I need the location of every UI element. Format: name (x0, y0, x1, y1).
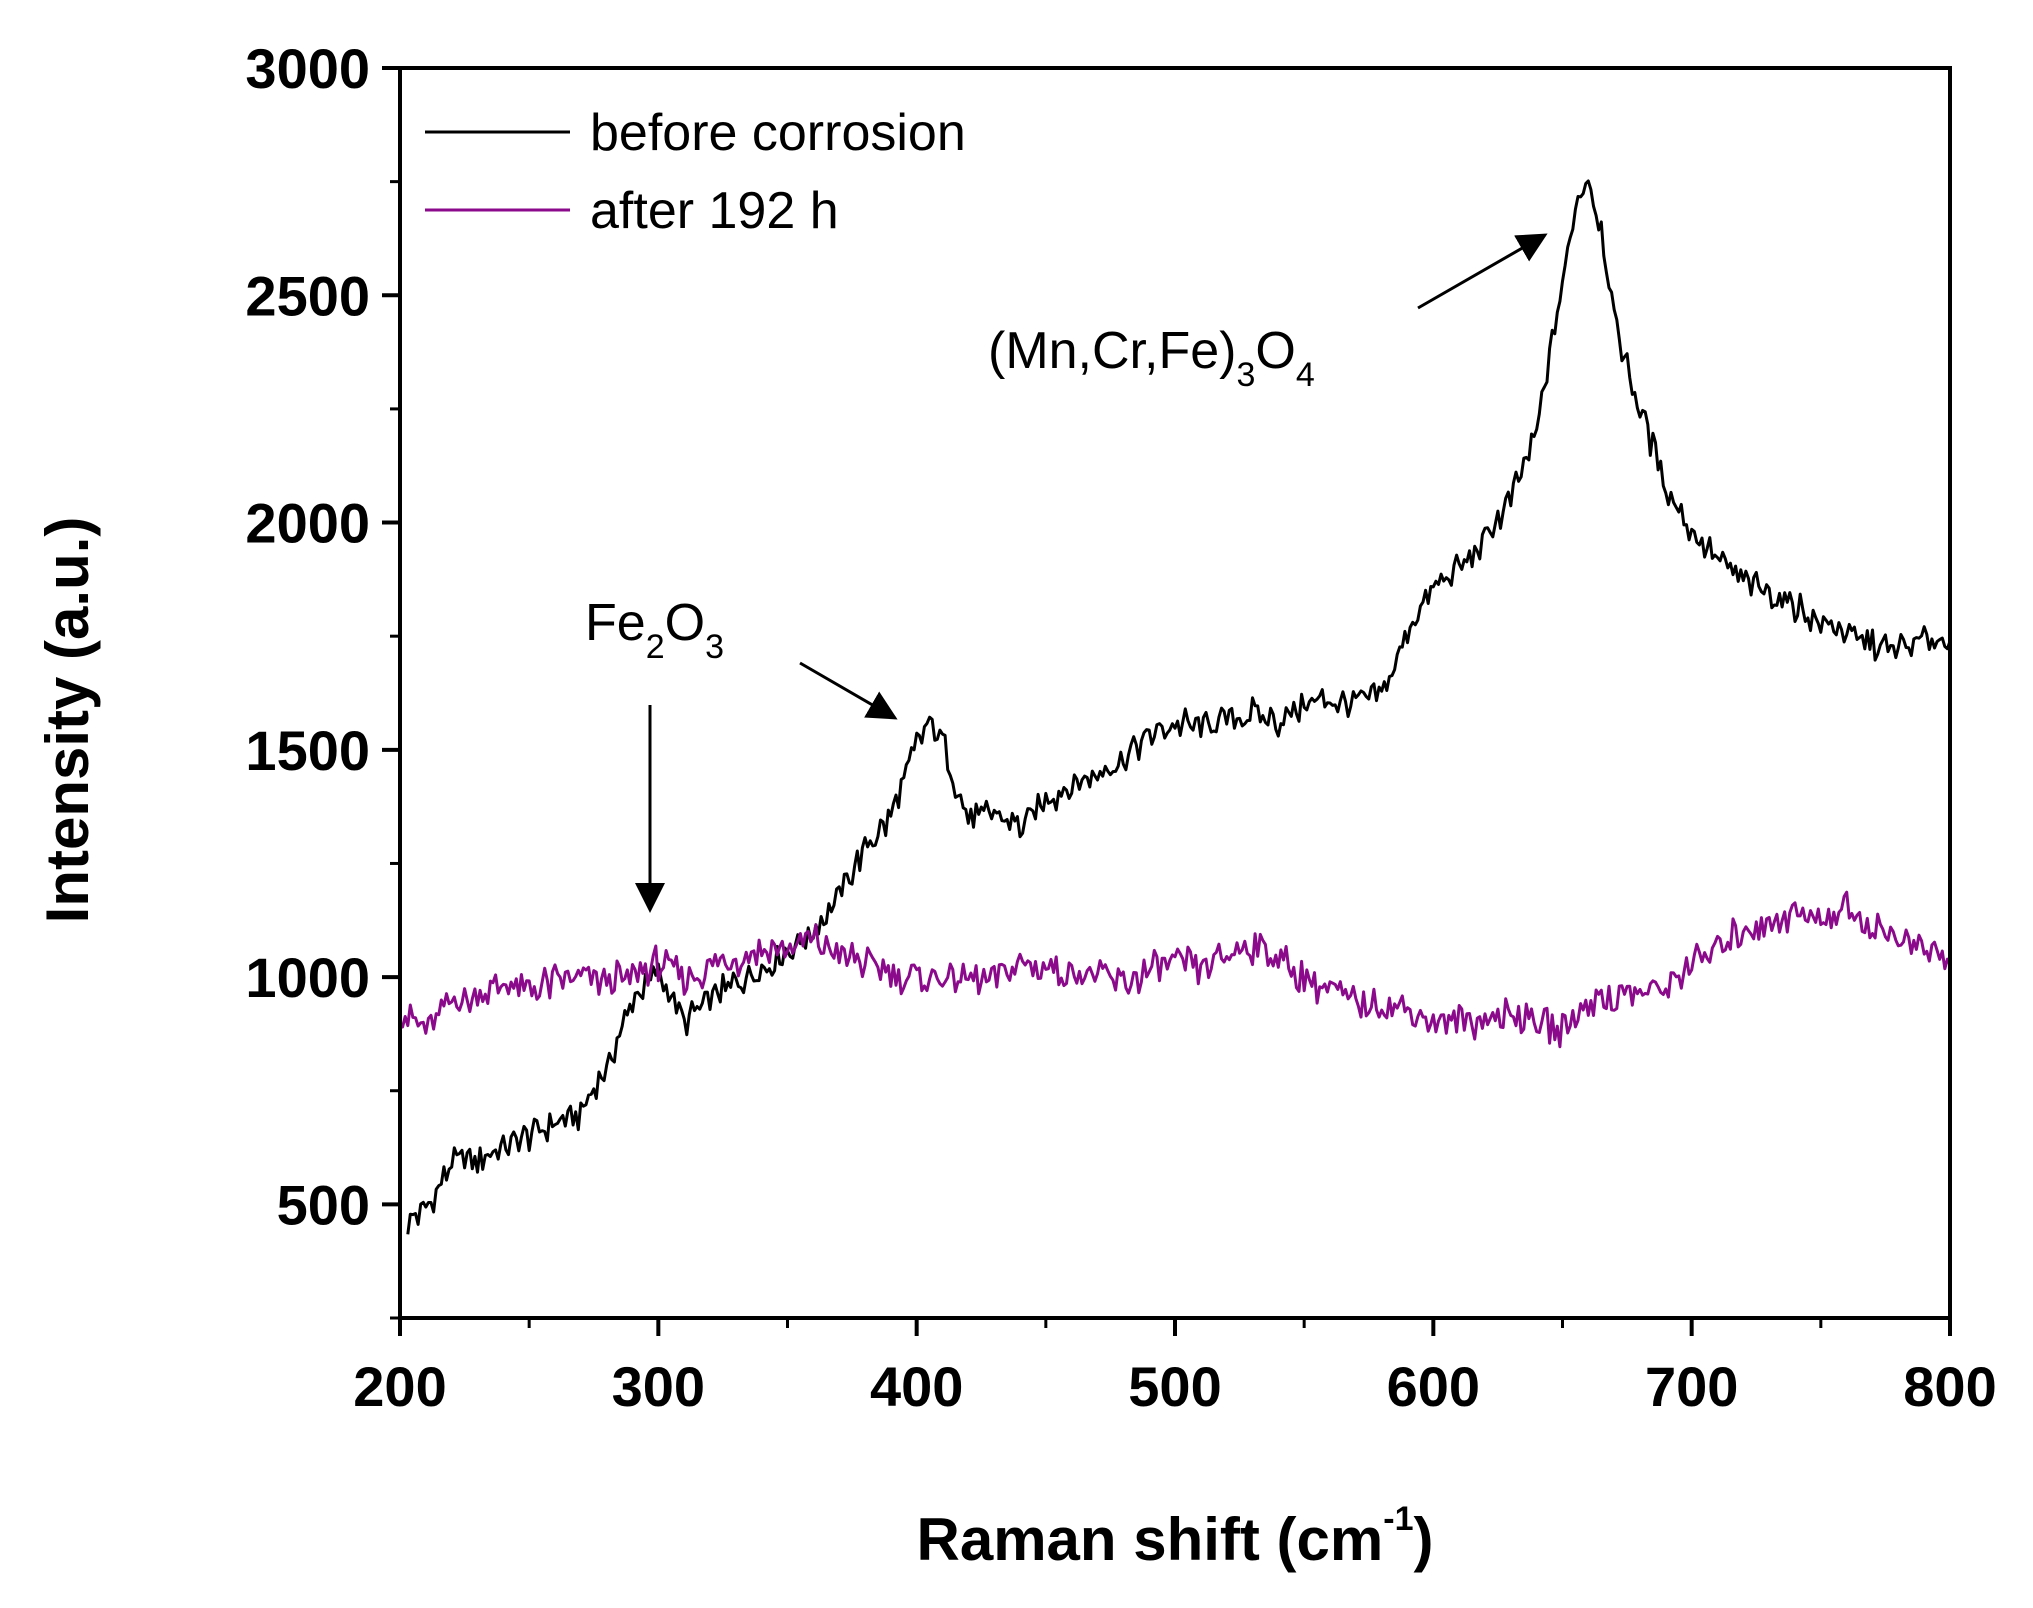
series-layer (399, 179, 1952, 1235)
x-axis-title: Raman shift (cm-1) (917, 1500, 1434, 1573)
x-tick-label: 700 (1645, 1355, 1738, 1418)
y-tick-label: 500 (277, 1173, 370, 1236)
series-line-after-192h (399, 890, 1952, 1049)
y-tick-label: 2000 (245, 492, 370, 555)
annotation-fe2o3: Fe2O3 (585, 594, 898, 913)
fe2o3-label: Fe2O3 (585, 594, 724, 666)
plot-frame (398, 66, 1952, 1320)
x-tick-label: 600 (1387, 1355, 1480, 1418)
series-line-before-corrosion (406, 179, 1952, 1235)
y-tick-label: 3000 (245, 37, 370, 100)
y-tick-label: 1000 (245, 946, 370, 1009)
x-tick-label: 300 (612, 1355, 705, 1418)
x-tick-label: 800 (1903, 1355, 1996, 1418)
x-tick-label: 500 (1128, 1355, 1221, 1418)
y-axis-title: Intensity (a.u.) (34, 517, 101, 924)
y-tick-label: 2500 (245, 264, 370, 327)
spinel-arrow (1417, 233, 1548, 310)
legend-label-after: after 192 h (590, 182, 839, 240)
x-tick-label: 400 (870, 1355, 963, 1418)
legend-label-before: before corrosion (590, 104, 966, 162)
fe2o3-arrow-diagonal (799, 661, 898, 720)
x-axis: 200 300 400 500 600 700 800 (353, 1318, 1997, 1418)
legend: before corrosion after 192 h (425, 104, 966, 240)
annotation-spinel: (Mn,Cr,Fe)3O4 (988, 233, 1548, 394)
y-axis: 500 1000 1500 2000 2500 3000 (245, 37, 400, 1320)
y-tick-label: 1500 (245, 719, 370, 782)
x-tick-label: 200 (353, 1355, 446, 1418)
spinel-label: (Mn,Cr,Fe)3O4 (988, 322, 1315, 394)
